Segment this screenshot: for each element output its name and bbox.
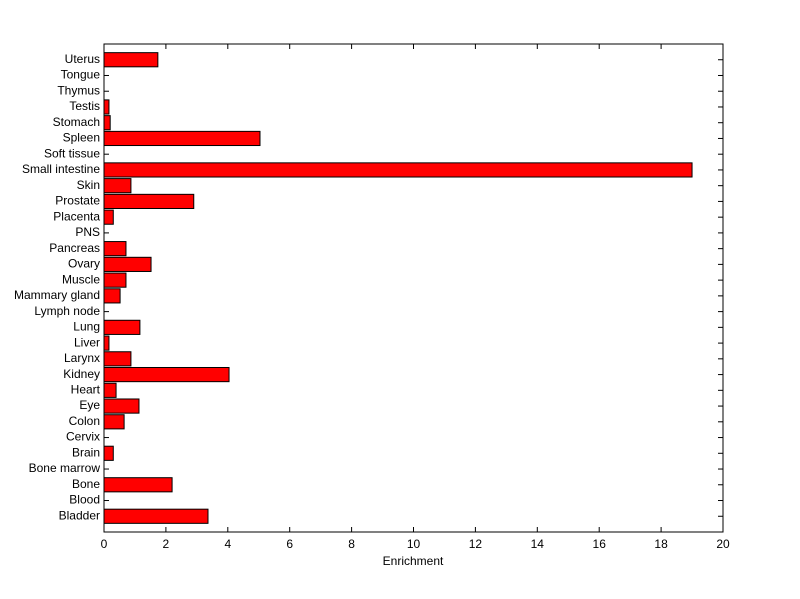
y-tick-label: PNS xyxy=(75,225,100,239)
x-tick-label: 20 xyxy=(716,537,730,551)
y-tick-label: Small intestine xyxy=(22,162,100,176)
y-tick-label: Prostate xyxy=(55,194,100,208)
y-tick-label: Muscle xyxy=(62,272,100,286)
y-tick-label: Brain xyxy=(72,445,100,459)
x-tick-label: 14 xyxy=(531,537,545,551)
bar xyxy=(103,272,127,288)
y-tick-label: Heart xyxy=(71,382,101,396)
bar xyxy=(103,477,173,493)
x-tick-label: 10 xyxy=(407,537,421,551)
y-tick-label: Bone marrow xyxy=(29,461,101,475)
bar xyxy=(103,335,110,351)
bar xyxy=(103,288,121,304)
y-tick-label: Cervix xyxy=(66,430,100,444)
y-tick-label: Mammary gland xyxy=(14,288,100,302)
x-tick-label: 18 xyxy=(654,537,668,551)
y-tick-label: Soft tissue xyxy=(44,146,100,160)
x-tick-label: 16 xyxy=(593,537,607,551)
y-tick-label: Thymus xyxy=(57,83,100,97)
y-tick-label: Bladder xyxy=(59,508,100,522)
bar xyxy=(103,351,132,367)
y-tick-label: Uterus xyxy=(65,52,100,66)
y-tick-label: Kidney xyxy=(63,367,100,381)
y-tick-label: Tongue xyxy=(61,68,101,82)
y-tick-label: Eye xyxy=(79,398,100,412)
y-tick-label: Bone xyxy=(72,477,100,491)
bar xyxy=(103,130,261,147)
x-tick-label: 6 xyxy=(286,537,293,551)
bar xyxy=(103,382,117,398)
bar xyxy=(103,414,125,430)
y-tick-label: Blood xyxy=(69,493,100,507)
y-tick-label: Pancreas xyxy=(49,241,100,255)
bar xyxy=(103,209,114,225)
bar xyxy=(103,178,132,194)
y-tick-label: Larynx xyxy=(64,351,100,365)
y-tick-label: Lung xyxy=(73,320,100,334)
bar xyxy=(103,162,693,178)
x-axis-label: Enrichment xyxy=(383,554,444,568)
bar xyxy=(103,366,230,383)
bar xyxy=(103,99,110,115)
bar xyxy=(103,445,114,461)
y-tick-label: Liver xyxy=(74,335,100,349)
bar xyxy=(103,508,209,524)
x-tick-label: 8 xyxy=(348,537,355,551)
bar xyxy=(103,115,111,131)
y-tick-label: Lymph node xyxy=(34,304,100,318)
y-tick-label: Ovary xyxy=(68,257,100,271)
bar xyxy=(103,193,195,210)
y-tick-label: Placenta xyxy=(53,209,100,223)
bar xyxy=(103,398,140,414)
plot-frame xyxy=(103,43,724,533)
y-tick-label: Skin xyxy=(77,178,100,192)
y-tick-label: Stomach xyxy=(53,115,100,129)
y-tick-label: Colon xyxy=(69,414,100,428)
y-tick-label: Testis xyxy=(69,99,100,113)
x-tick-label: 12 xyxy=(469,537,483,551)
bar xyxy=(103,52,159,68)
x-tick-label: 2 xyxy=(163,537,170,551)
x-tick-label: 4 xyxy=(224,537,231,551)
y-tick-label: Spleen xyxy=(63,131,100,145)
bar xyxy=(103,256,152,272)
x-tick-label: 0 xyxy=(101,537,108,551)
bar xyxy=(103,319,141,335)
bar xyxy=(103,241,127,257)
